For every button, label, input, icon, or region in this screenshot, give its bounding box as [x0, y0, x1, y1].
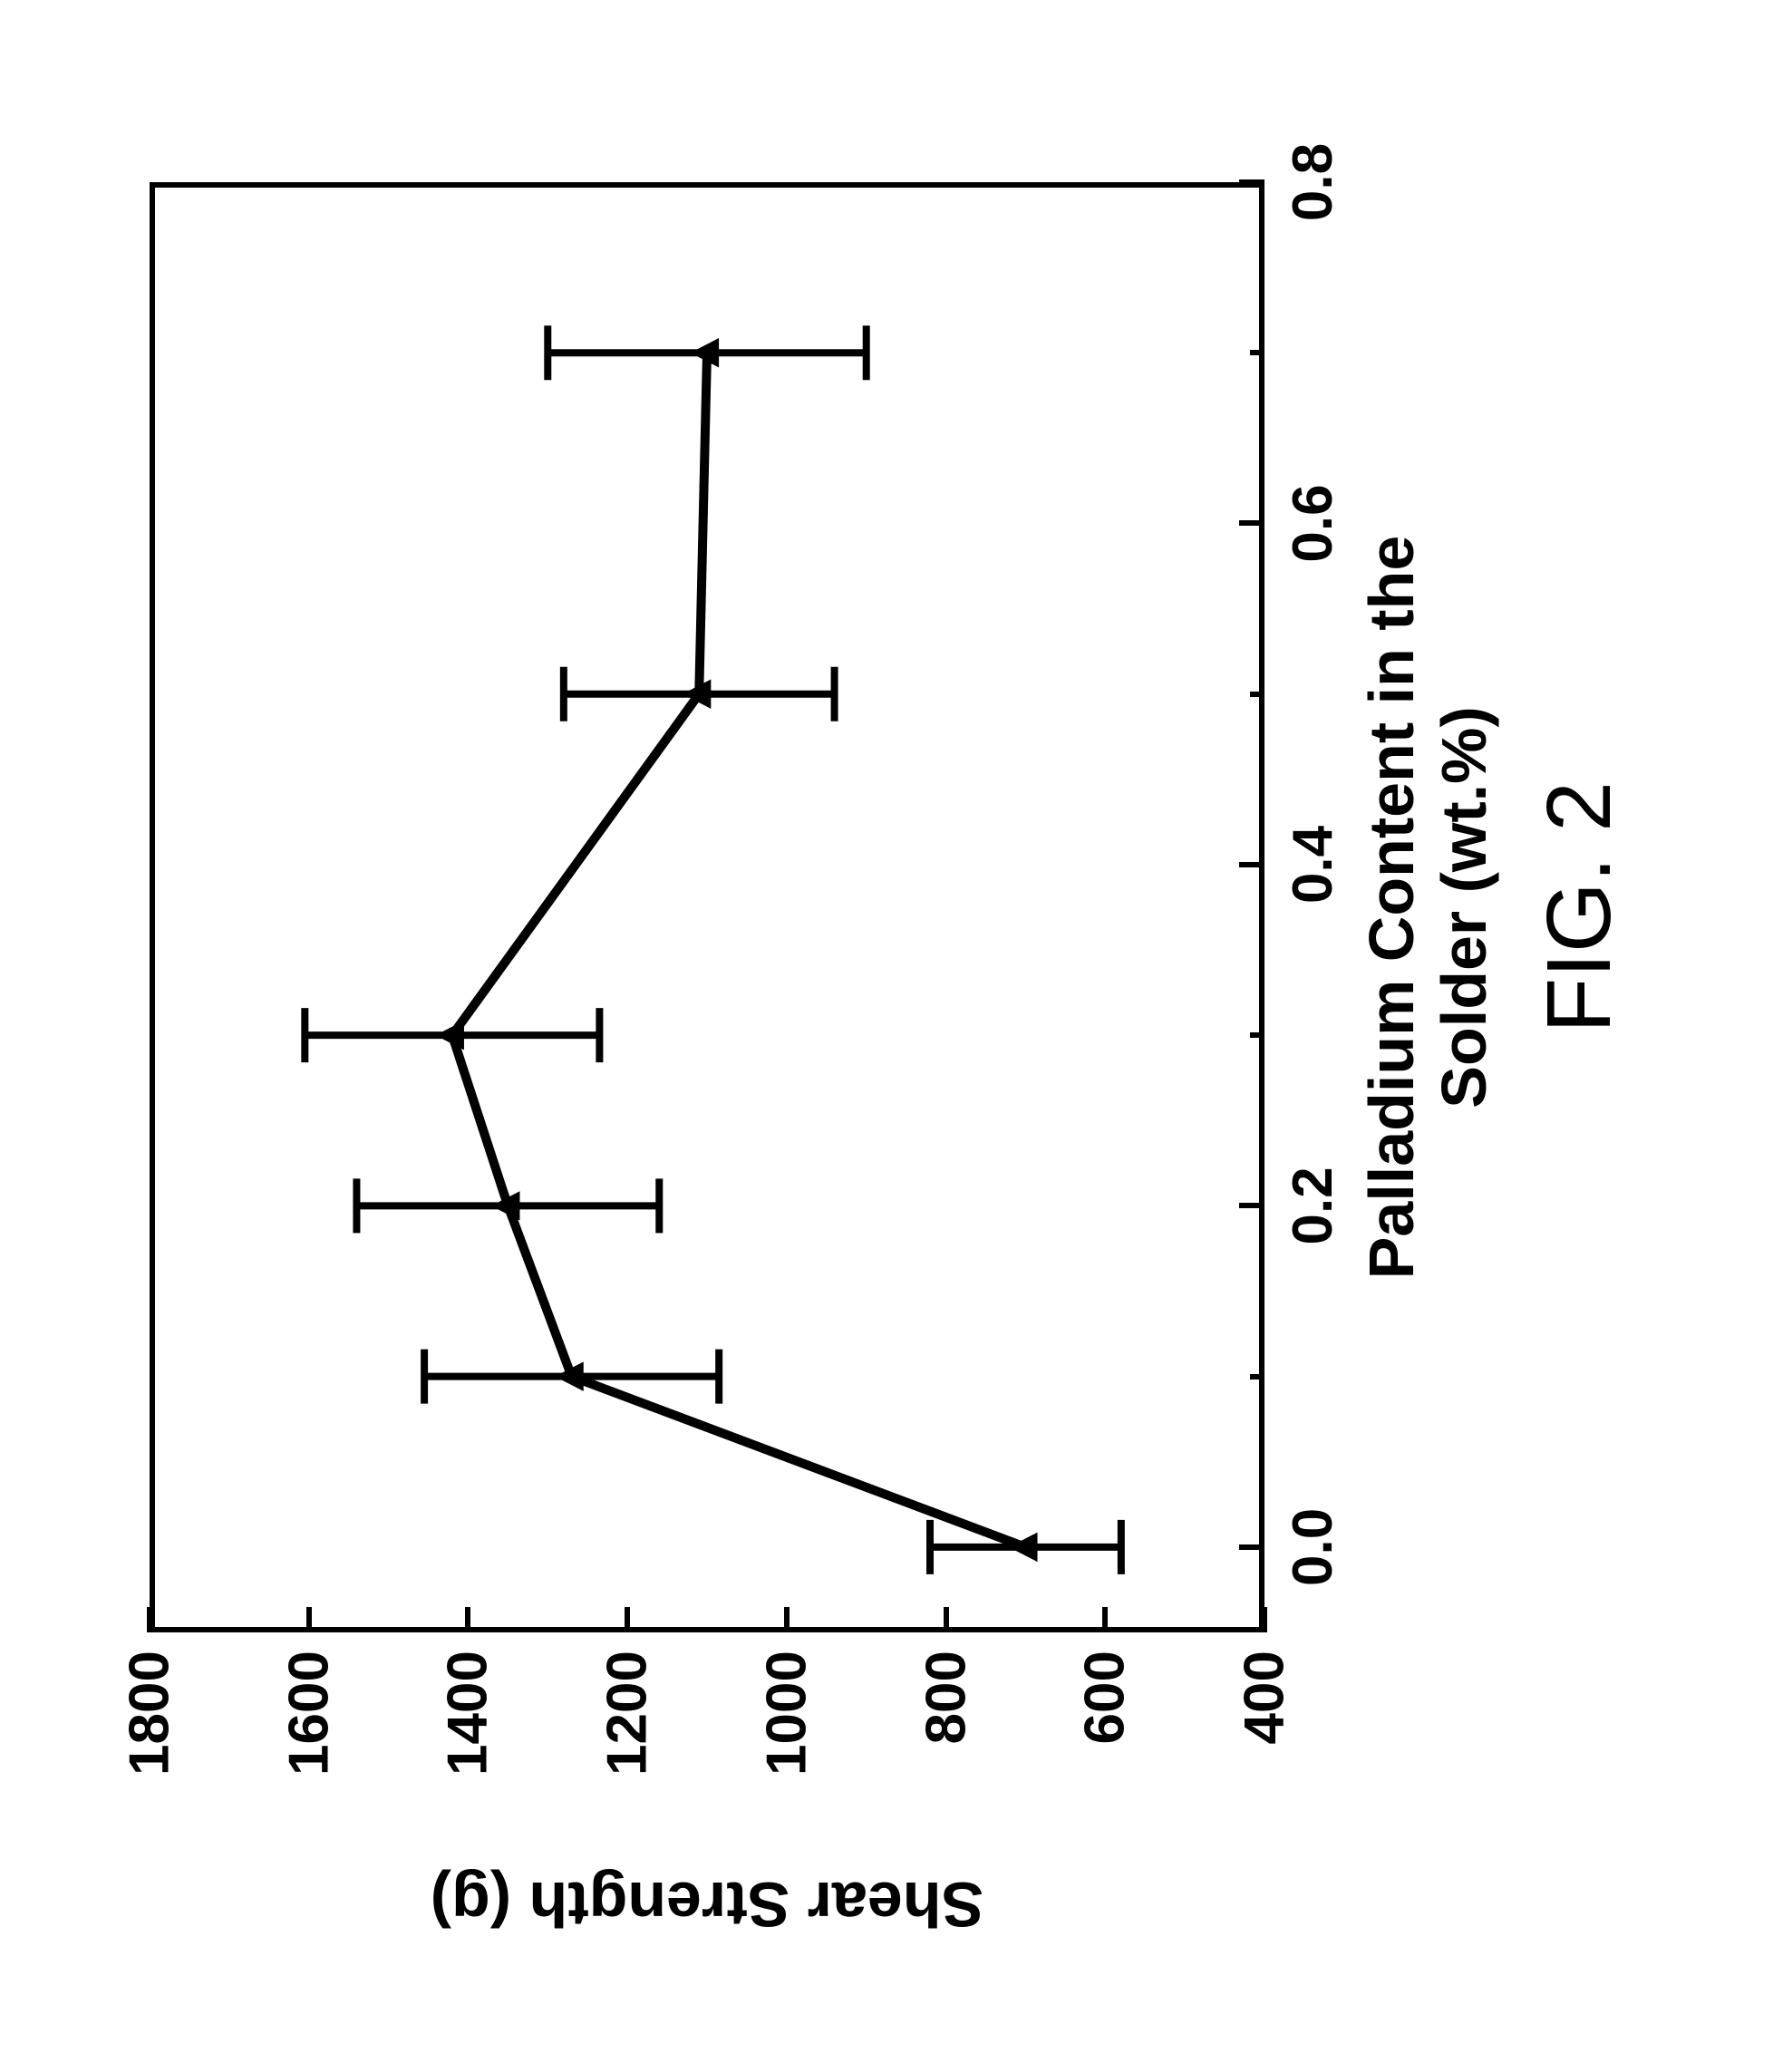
y-axis-label: Shear Strength (g): [431, 1868, 984, 1941]
y-tick-label: 1600: [276, 1651, 341, 1791]
x-tick-minor: [1250, 1374, 1264, 1380]
x-tick-label: 0.4: [1281, 826, 1345, 904]
series-marker: [436, 1021, 463, 1050]
y-tick-major: [465, 1607, 470, 1632]
series-line-layer: [0, 0, 1773, 2072]
x-tick-major: [1239, 862, 1264, 867]
y-tick-major: [1102, 1607, 1108, 1632]
y-tick-label: 800: [914, 1651, 978, 1791]
y-tick-major: [784, 1607, 790, 1632]
y-tick-label: 400: [1233, 1651, 1297, 1791]
x-tick-major: [1239, 179, 1264, 185]
x-tick-minor: [1250, 692, 1264, 697]
y-tick-major: [306, 1607, 312, 1632]
x-tick-major: [1239, 1203, 1264, 1208]
x-tick-major: [1239, 520, 1264, 526]
x-tick-label: 0.0: [1281, 1508, 1345, 1586]
y-tick-label: 1400: [436, 1651, 500, 1791]
x-tick-label: 0.6: [1281, 484, 1345, 562]
x-tick-major: [1239, 1544, 1264, 1550]
y-tick-major: [944, 1607, 949, 1632]
y-tick-major: [625, 1607, 630, 1632]
figure-caption: FIG. 2: [1527, 781, 1632, 1033]
page-canvas: 0.0 0.2 0.4 0.6 0.8 400 600 800 1000 1200 1400 1600…: [0, 0, 1773, 2072]
chart-root: 0.0 0.2 0.4 0.6 0.8 400 600 800 1000 1200 1400 1600…: [0, 0, 1773, 2072]
x-tick-minor: [1250, 1032, 1264, 1038]
series-marker: [1010, 1533, 1037, 1561]
y-tick-label: 600: [1073, 1651, 1138, 1791]
y-tick-label: 1000: [754, 1651, 819, 1791]
x-axis-label: Palladium Content in the Solder (wt.%): [1355, 454, 1500, 1361]
x-tick-minor: [1250, 350, 1264, 355]
y-tick-label: 1200: [596, 1651, 660, 1791]
y-tick-label: 1800: [118, 1651, 182, 1791]
y-tick-major: [1262, 1607, 1267, 1632]
x-tick-label: 0.2: [1281, 1167, 1345, 1244]
x-tick-label: 0.8: [1281, 143, 1345, 221]
series-line: [452, 353, 1026, 1547]
y-tick-major: [147, 1607, 152, 1632]
